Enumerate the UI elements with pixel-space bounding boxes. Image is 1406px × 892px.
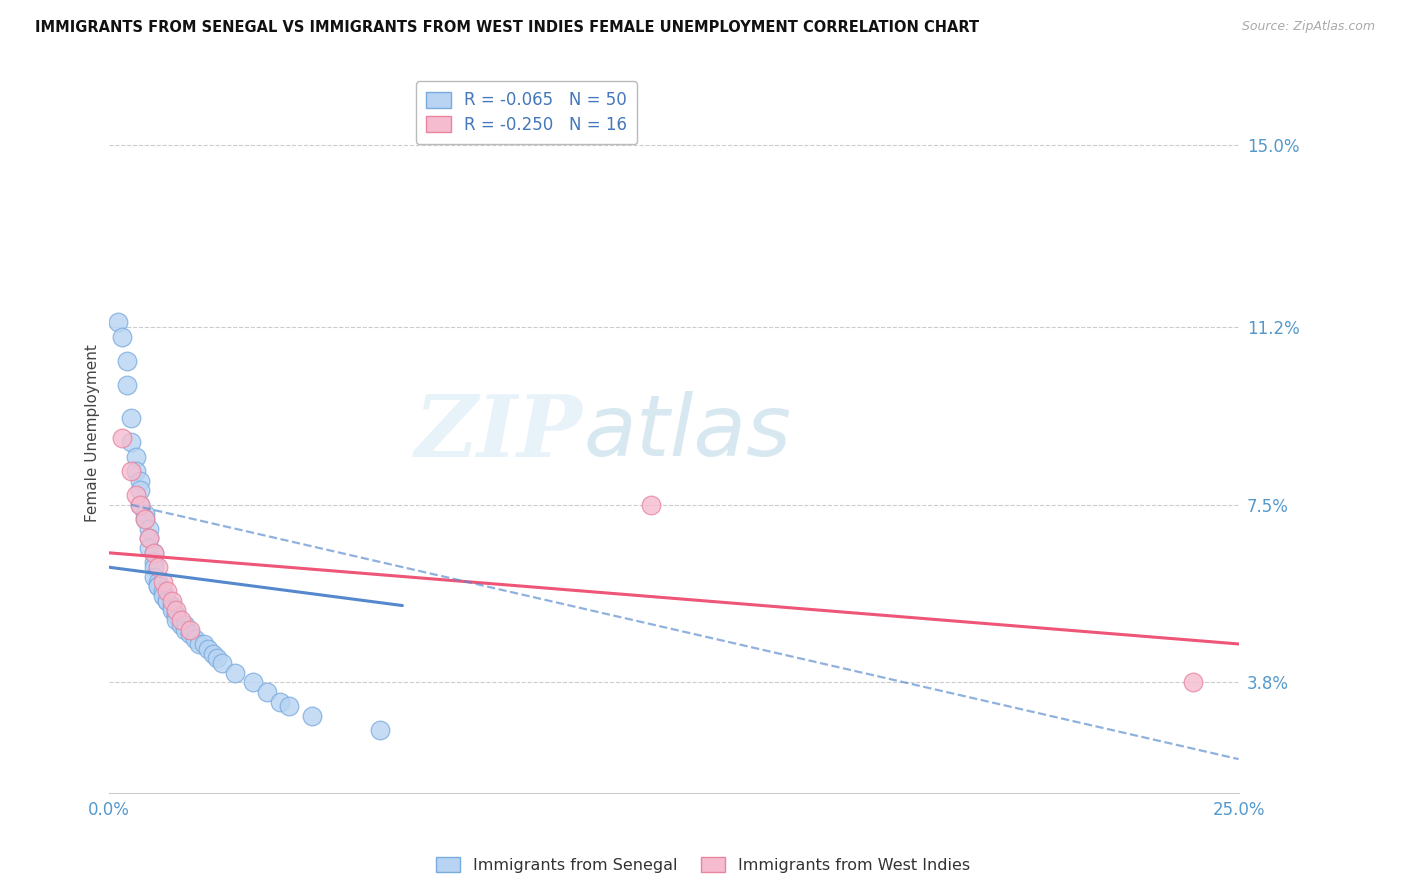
Point <box>115 377 138 392</box>
Point <box>125 488 148 502</box>
Point <box>170 617 193 632</box>
Point <box>278 699 301 714</box>
Point <box>170 613 193 627</box>
Point <box>142 546 165 560</box>
Point <box>165 608 187 623</box>
Point <box>188 637 211 651</box>
Point <box>301 709 323 723</box>
Point <box>129 498 152 512</box>
Point <box>201 647 224 661</box>
Point <box>165 608 187 623</box>
Point <box>193 637 215 651</box>
Point <box>242 675 264 690</box>
Point <box>179 623 201 637</box>
Point <box>152 574 174 589</box>
Point <box>179 627 201 641</box>
Point <box>148 579 170 593</box>
Point <box>111 330 134 344</box>
Point <box>1182 675 1205 690</box>
Point <box>148 574 170 589</box>
Text: ZIP: ZIP <box>415 391 583 475</box>
Point <box>205 651 228 665</box>
Point <box>640 498 662 512</box>
Point <box>111 431 134 445</box>
Point <box>138 532 160 546</box>
Point <box>197 641 219 656</box>
Point <box>107 316 129 330</box>
Point <box>174 617 197 632</box>
Point <box>142 555 165 569</box>
Point <box>129 474 152 488</box>
Point <box>129 498 152 512</box>
Point <box>134 508 156 522</box>
Point <box>125 450 148 464</box>
Point <box>174 623 197 637</box>
Point <box>120 464 142 478</box>
Point <box>156 584 179 599</box>
Point <box>160 599 183 613</box>
Point <box>156 594 179 608</box>
Point <box>138 532 160 546</box>
Legend: R = -0.065   N = 50, R = -0.250   N = 16: R = -0.065 N = 50, R = -0.250 N = 16 <box>416 81 637 144</box>
Point <box>256 685 278 699</box>
Point <box>138 541 160 555</box>
Point <box>138 522 160 536</box>
Point <box>134 512 156 526</box>
Point <box>148 560 170 574</box>
Text: atlas: atlas <box>583 392 792 475</box>
Point <box>120 411 142 425</box>
Point <box>134 512 156 526</box>
Point <box>120 435 142 450</box>
Point <box>269 694 291 708</box>
Y-axis label: Female Unemployment: Female Unemployment <box>86 344 100 522</box>
Point <box>125 464 148 478</box>
Point <box>160 603 183 617</box>
Legend: Immigrants from Senegal, Immigrants from West Indies: Immigrants from Senegal, Immigrants from… <box>430 851 976 880</box>
Point <box>211 656 233 670</box>
Text: IMMIGRANTS FROM SENEGAL VS IMMIGRANTS FROM WEST INDIES FEMALE UNEMPLOYMENT CORRE: IMMIGRANTS FROM SENEGAL VS IMMIGRANTS FR… <box>35 20 979 35</box>
Point <box>152 589 174 603</box>
Point <box>224 665 246 680</box>
Point <box>148 579 170 593</box>
Point <box>115 354 138 368</box>
Point <box>165 603 187 617</box>
Point <box>160 594 183 608</box>
Point <box>152 584 174 599</box>
Point <box>156 594 179 608</box>
Point <box>142 570 165 584</box>
Point <box>368 723 391 738</box>
Text: Source: ZipAtlas.com: Source: ZipAtlas.com <box>1241 20 1375 33</box>
Point <box>142 546 165 560</box>
Point <box>142 560 165 574</box>
Point <box>165 613 187 627</box>
Point <box>129 483 152 498</box>
Point <box>183 632 205 647</box>
